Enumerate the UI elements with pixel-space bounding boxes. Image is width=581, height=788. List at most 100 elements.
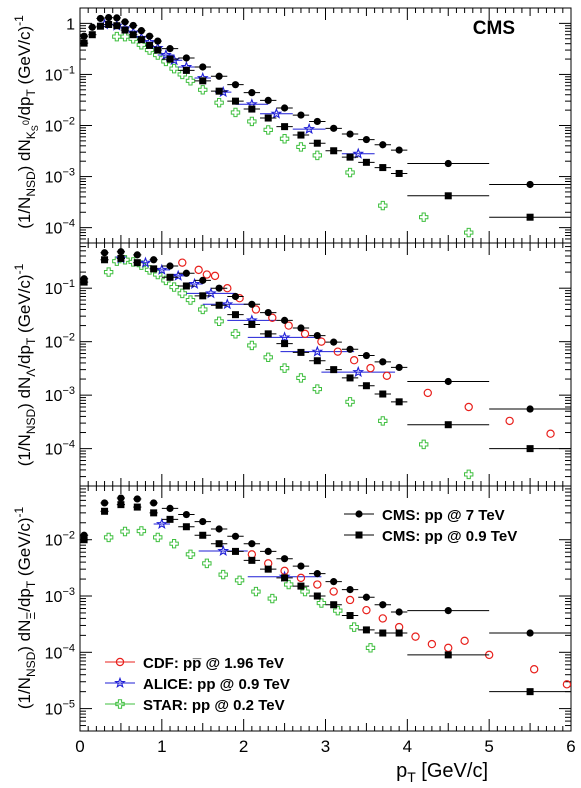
- data-point-star: [365, 643, 376, 653]
- data-point-cdf: [362, 605, 371, 615]
- data-point-star: [296, 142, 306, 152]
- data-point-cms09: [346, 153, 354, 161]
- data-point-cms7: [182, 269, 190, 277]
- data-point-cdf: [296, 573, 306, 583]
- data-point-cms7: [231, 81, 240, 89]
- data-point-cms7: [113, 14, 121, 22]
- data-point-cms09: [526, 213, 534, 221]
- data-point-cms09: [133, 503, 141, 511]
- data-point-cms09: [166, 55, 174, 63]
- data-point-star: [103, 532, 114, 543]
- y-tick-label: 10−1: [45, 278, 75, 298]
- legend-label: CMS: pp @ 7 TeV: [382, 507, 505, 524]
- data-point-cms7: [80, 531, 88, 539]
- data-point-cdf: [345, 595, 355, 605]
- data-point-cms7: [231, 292, 240, 301]
- series-cdf: [178, 258, 555, 438]
- x-axis-label: pT [GeV/c]: [396, 760, 488, 785]
- data-point-cms09: [113, 22, 121, 30]
- data-point-cms09: [215, 87, 223, 95]
- data-point-cms7: [395, 363, 403, 372]
- data-point-cms09: [395, 398, 403, 406]
- legend-item-cdf: CDF: pp̅ @ 1.96 TeV: [105, 655, 284, 672]
- data-point-cms7: [330, 124, 338, 132]
- data-point-cms09: [80, 536, 88, 544]
- data-point-star: [378, 416, 388, 426]
- legend-label: CDF: pp̅ @ 1.96 TeV: [143, 655, 284, 672]
- data-point-cms7: [166, 504, 174, 513]
- data-point-star: [312, 150, 323, 161]
- data-point-cdf: [284, 321, 293, 330]
- data-point-cms09: [330, 366, 338, 374]
- legend-bottom: CDF: pp̅ @ 1.96 TeV ALICE: pp @ 0.9 TeV ST…: [105, 655, 290, 714]
- data-point-alice: [205, 287, 217, 299]
- plot-frame: [79, 242, 572, 487]
- data-point-star: [263, 352, 273, 363]
- data-point-star: [267, 593, 278, 604]
- data-point-cms09: [281, 123, 289, 131]
- data-point-cms09: [264, 565, 272, 573]
- data-point-cms7: [215, 525, 223, 533]
- y-tick-label: 10−4: [45, 439, 75, 459]
- legend-marker-star: [115, 699, 125, 709]
- x-tick-label: 3: [321, 737, 330, 756]
- data-point-cms09: [264, 330, 272, 338]
- data-point-cdf: [349, 356, 359, 365]
- series-cms09: [80, 501, 571, 696]
- data-point-alice: [311, 345, 324, 357]
- data-point-cms09: [297, 582, 305, 590]
- data-point-cms7: [313, 331, 321, 340]
- legend-marker-cms7: [355, 510, 363, 518]
- data-point-cms09: [379, 629, 387, 637]
- data-point-cms7: [362, 135, 371, 144]
- data-point-cms09: [395, 629, 403, 637]
- x-tick-label: 4: [403, 737, 412, 756]
- data-point-alice: [270, 107, 283, 119]
- data-point-cms09: [346, 612, 354, 620]
- data-point-cms09: [362, 626, 370, 634]
- data-point-star: [169, 63, 179, 74]
- data-point-cms7: [346, 585, 354, 594]
- data-point-cdf: [444, 643, 453, 653]
- data-point-cms7: [313, 117, 321, 126]
- data-point-cms7: [166, 45, 174, 53]
- data-point-cms7: [395, 146, 403, 154]
- data-point-star: [177, 288, 187, 299]
- data-point-star: [283, 579, 294, 590]
- y-tick-label: 10−2: [45, 530, 75, 550]
- data-point-cms7: [145, 32, 154, 40]
- data-point-cms7: [231, 532, 240, 540]
- data-point-alice: [352, 365, 365, 378]
- data-point-star: [300, 586, 310, 597]
- data-point-cms7: [248, 300, 256, 308]
- data-point-cdf: [460, 636, 469, 646]
- data-point-cms09: [362, 382, 370, 390]
- data-point-cdf: [366, 363, 375, 373]
- experiment-label: CMS: [473, 18, 515, 39]
- data-point-cms7: [264, 547, 272, 556]
- y-tick-label: 10−3: [45, 385, 75, 405]
- data-point-cms7: [362, 351, 371, 360]
- data-point-cms7: [105, 13, 113, 22]
- data-point-star: [185, 549, 196, 560]
- legend-item-star: STAR: pp @ 0.2 TeV: [105, 697, 285, 714]
- data-point-cms7: [88, 23, 96, 31]
- data-point-cms7: [379, 141, 387, 149]
- data-point-cms7: [80, 32, 88, 40]
- data-point-cms09: [231, 97, 239, 105]
- data-point-alice: [155, 517, 168, 530]
- data-point-cms09: [121, 26, 129, 34]
- data-point-star: [198, 304, 208, 315]
- x-tick-label: 1: [157, 737, 166, 756]
- data-point-cms09: [281, 574, 289, 582]
- data-point-cms09: [154, 46, 162, 54]
- data-point-cms09: [248, 105, 256, 113]
- data-point-alice: [155, 263, 168, 275]
- data-point-cms7: [96, 14, 105, 23]
- y-axis-label-xi: (1/NNSD) dNΞ/dpT (GeV/c)-1: [12, 506, 38, 709]
- legend-top: CMS: pp @ 7 TeV CMS: pp @ 0.9 TeV: [344, 507, 517, 545]
- data-point-cms7: [526, 180, 534, 189]
- data-point-cms09: [199, 531, 207, 539]
- data-point-star: [103, 267, 114, 277]
